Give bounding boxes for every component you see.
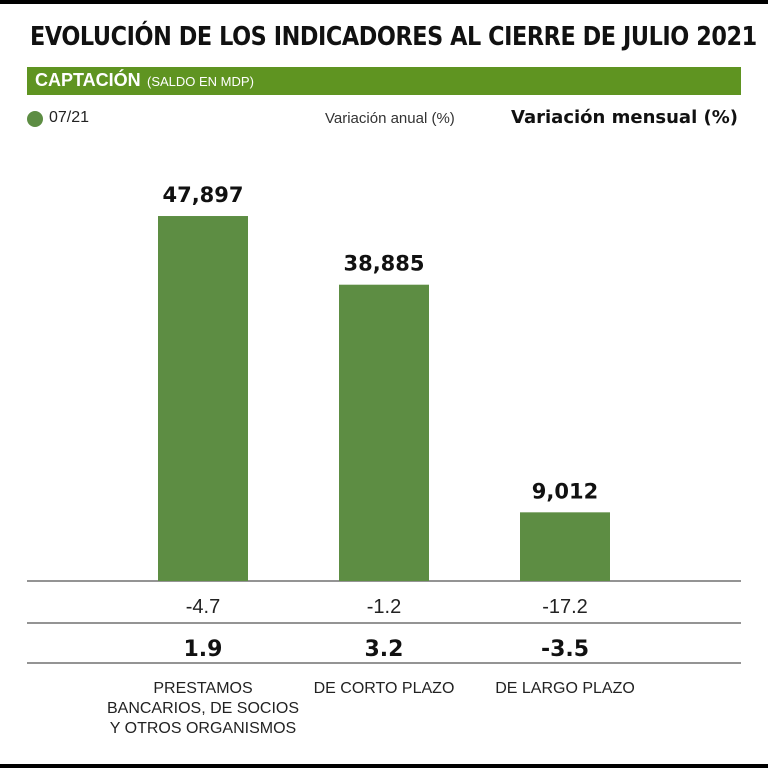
category-label: BANCARIOS, DE SOCIOS (107, 700, 299, 717)
bar-value-label: 47,897 (162, 183, 243, 207)
bottom-frame-rule (0, 764, 768, 768)
category-label: Y OTROS ORGANISMOS (110, 720, 296, 737)
bar (158, 216, 248, 582)
top-frame-rule (0, 0, 768, 4)
monthly-variation-header: Variación mensual (%) (511, 107, 738, 128)
annual-variation-value: -4.7 (186, 596, 220, 618)
bar-value-label: 38,885 (343, 252, 424, 276)
monthly-variation-value: 1.9 (184, 637, 223, 662)
section-bar: CAPTACIÓN (SALDO EN MDP) (27, 67, 741, 95)
section-label: CAPTACIÓN (35, 70, 141, 90)
section-sublabel: (SALDO EN MDP) (147, 74, 254, 89)
category-label: PRESTAMOS (153, 680, 252, 697)
annual-variation-value: -17.2 (542, 596, 588, 618)
monthly-variation-value: 3.2 (365, 637, 404, 662)
bar (520, 512, 610, 581)
bar (339, 284, 429, 581)
monthly-variation-value: -3.5 (541, 637, 589, 662)
annual-variation-value: -1.2 (367, 596, 401, 618)
annual-variation-header: Variación anual (%) (325, 110, 455, 127)
bar-value-label: 9,012 (532, 479, 598, 503)
category-label: DE LARGO PLAZO (495, 680, 635, 697)
legend-swatch (27, 111, 43, 127)
chart-title: EVOLUCIÓN DE LOS INDICADORES AL CIERRE D… (30, 22, 757, 52)
category-label: DE CORTO PLAZO (314, 680, 455, 697)
legend-series-label: 07/21 (49, 109, 90, 126)
